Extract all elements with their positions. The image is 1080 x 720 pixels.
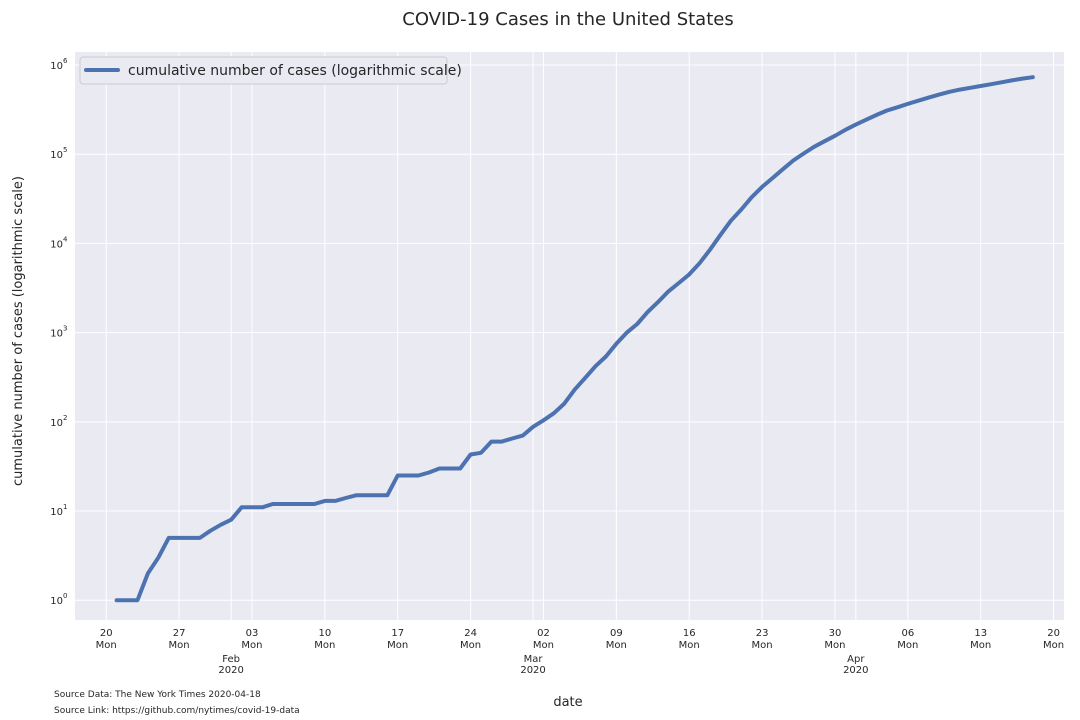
- x-tick-labels: 20Mon27Mon03Mon10Mon17Mon24Mon02Mon09Mon…: [96, 628, 1064, 651]
- month-tick-year: 2020: [520, 665, 545, 676]
- plot-area: [75, 52, 1064, 620]
- month-tick-year: 2020: [218, 665, 243, 676]
- x-grid: [105, 52, 1055, 620]
- series-line: [114, 75, 1035, 603]
- x-tick-weekday: Mon: [169, 640, 190, 651]
- y-tick-exponent: 3: [63, 325, 67, 333]
- x-tick-weekday: Mon: [1043, 640, 1064, 651]
- x-tick-day: 20: [100, 628, 113, 639]
- y-tick-label: 10: [50, 61, 63, 72]
- y-tick-label: 10: [50, 507, 63, 518]
- x-tick-weekday: Mon: [824, 640, 845, 651]
- y-tick-exponent: 6: [63, 57, 68, 65]
- y-axis-label: cumulative number of cases (logarithmic …: [11, 176, 26, 486]
- x-tick-weekday: Mon: [606, 640, 627, 651]
- month-tick-year: 2020: [843, 665, 868, 676]
- month-tick-month: Feb: [222, 654, 240, 665]
- month-tick-month: Apr: [847, 654, 865, 665]
- x-tick-day: 10: [318, 628, 331, 639]
- x-tick-day: 30: [829, 628, 842, 639]
- x-tick-day: 13: [974, 628, 987, 639]
- y-tick-exponent: 2: [63, 414, 67, 422]
- series-layer: [114, 75, 1035, 603]
- x-tick-day: 17: [391, 628, 404, 639]
- y-tick-exponent: 1: [63, 503, 67, 511]
- x-tick-day: 09: [610, 628, 623, 639]
- x-tick-weekday: Mon: [679, 640, 700, 651]
- x-tick-weekday: Mon: [387, 640, 408, 651]
- y-tick-exponent: 0: [63, 592, 67, 600]
- x-tick-weekday: Mon: [96, 640, 117, 651]
- y-tick-label: 10: [50, 418, 63, 429]
- y-tick-label: 10: [50, 329, 63, 340]
- x-tick-day: 27: [173, 628, 186, 639]
- y-tick-label: 10: [50, 596, 63, 607]
- x-tick-day: 24: [464, 628, 477, 639]
- x-tick-weekday: Mon: [460, 640, 481, 651]
- x-tick-day: 23: [756, 628, 769, 639]
- source-link-note: Source Link: https://github.com/nytimes/…: [54, 706, 300, 716]
- x-tick-day: 16: [683, 628, 696, 639]
- x-tick-day: 20: [1047, 628, 1060, 639]
- x-tick-day: 03: [246, 628, 259, 639]
- x-axis-label: date: [553, 695, 582, 710]
- legend-box: [79, 56, 448, 85]
- x-tick-weekday: Mon: [533, 640, 554, 651]
- legend: cumulative number of cases (logarithmic …: [79, 56, 462, 85]
- x-tick-weekday: Mon: [241, 640, 262, 651]
- x-tick-weekday: Mon: [970, 640, 991, 651]
- y-tick-label: 10: [50, 150, 63, 161]
- x-tick-weekday: Mon: [897, 640, 918, 651]
- chart-title: COVID-19 Cases in the United States: [402, 9, 733, 30]
- source-data-note: Source Data: The New York Times 2020-04-…: [54, 690, 261, 700]
- month-tick-month: Mar: [524, 654, 544, 665]
- x-tick-weekday: Mon: [752, 640, 773, 651]
- x-tick-day: 02: [537, 628, 550, 639]
- y-tick-exponent: 5: [63, 146, 67, 154]
- x-tick-day: 06: [901, 628, 914, 639]
- y-tick-label: 10: [50, 239, 63, 250]
- y-tick-exponent: 4: [63, 235, 68, 243]
- legend-label: cumulative number of cases (logarithmic …: [128, 63, 462, 79]
- x-tick-weekday: Mon: [314, 640, 335, 651]
